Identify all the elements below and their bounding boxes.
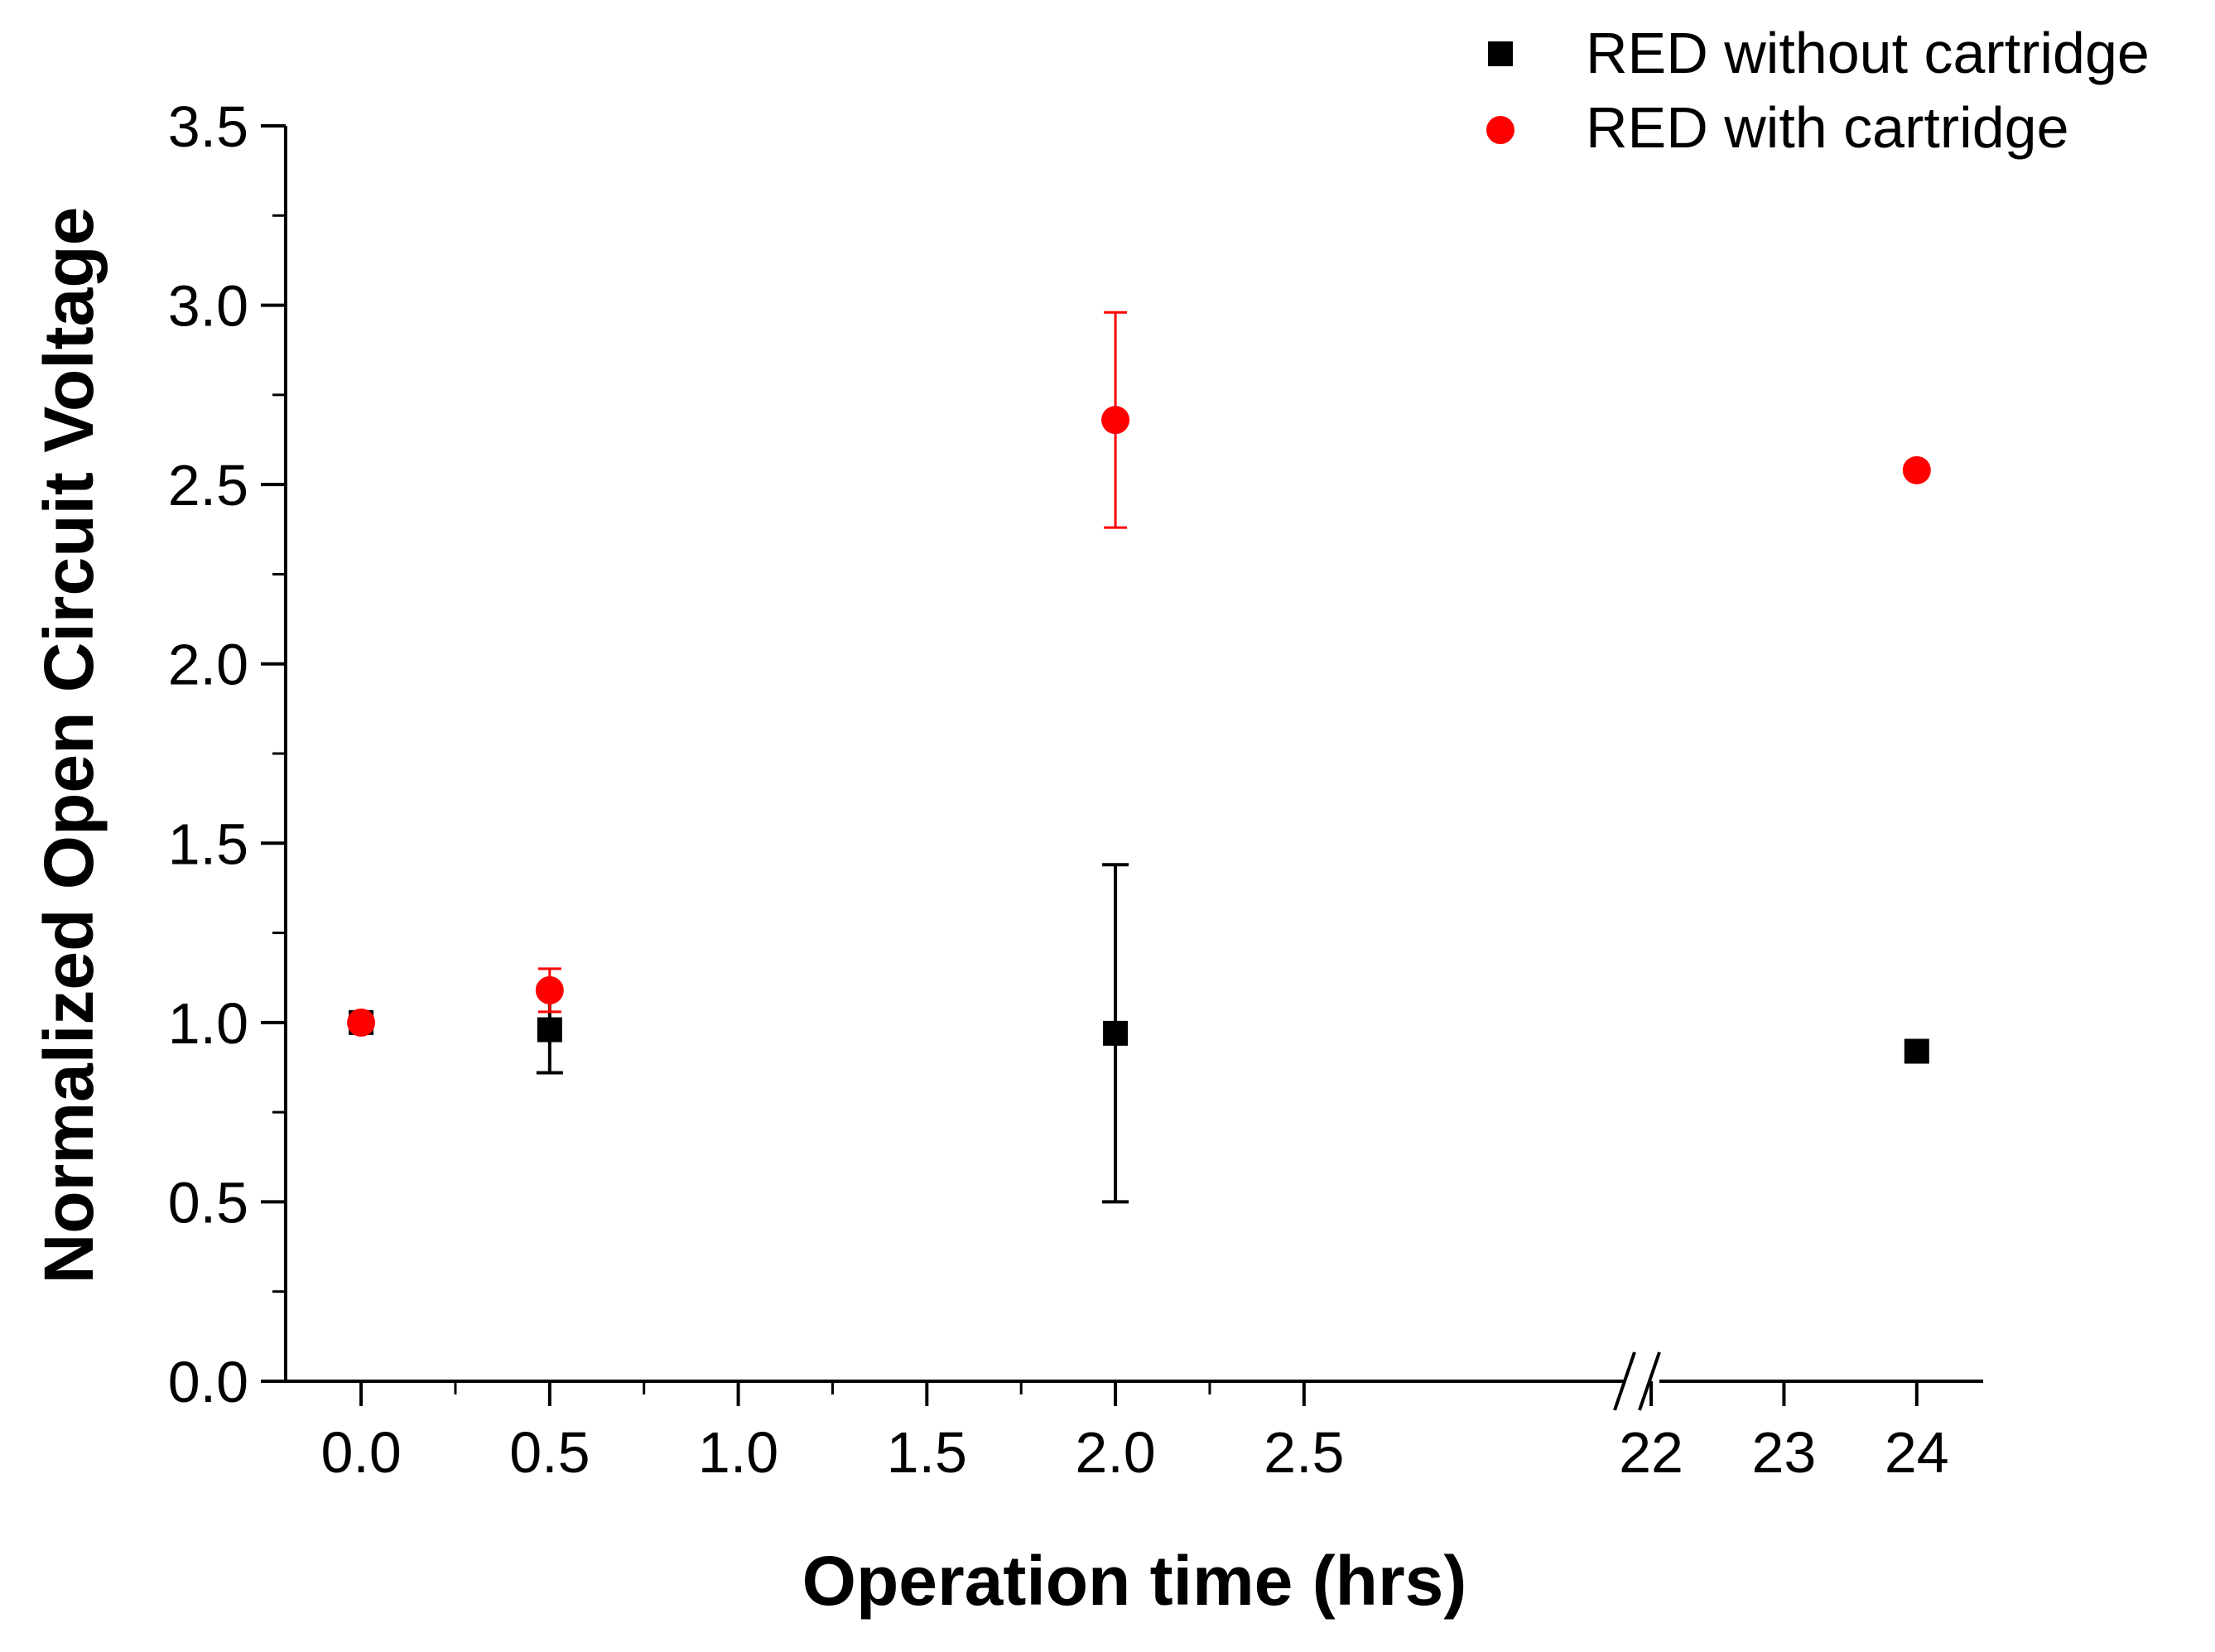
- data-point-circle: [1101, 406, 1130, 435]
- x-tick-label: 2.0: [1075, 1420, 1155, 1485]
- legend-label-with-cartridge: RED with cartridge: [1586, 95, 2069, 160]
- y-axis-title: Normalized Open Circuit Voltage: [30, 207, 108, 1284]
- legend: RED without cartridge RED with cartridge: [1486, 21, 2150, 160]
- data-point-square: [1904, 1038, 1929, 1064]
- data-point-circle: [535, 975, 564, 1004]
- legend-marker-circle: [1486, 116, 1514, 144]
- data-point-circle: [1902, 455, 1931, 484]
- y-tick-label: 3.5: [168, 94, 248, 159]
- x-tick-label: 2.5: [1264, 1420, 1344, 1485]
- axis-break-mark: [1613, 1351, 1636, 1411]
- legend-label-without-cartridge: RED without cartridge: [1586, 21, 2150, 85]
- y-tick-label: 0.5: [168, 1170, 248, 1235]
- chart-ticks: 0.0 0.5 1.0 1.5 2.0 2.5 3.0 3.5 0.0 0.5 1.0 1.5 2.0 2…: [168, 94, 1949, 1485]
- x-tick-label: 1.5: [887, 1420, 967, 1485]
- x-axis-title: Operation time (hrs): [802, 1542, 1467, 1620]
- data-point-square: [1103, 1020, 1129, 1046]
- y-tick-label: 2.5: [168, 453, 248, 518]
- x-tick-label: 24: [1885, 1420, 1949, 1485]
- x-tick-label: 0.0: [320, 1420, 401, 1485]
- x-tick-label: 22: [1619, 1420, 1683, 1485]
- x-tick-label: 23: [1752, 1420, 1817, 1485]
- y-tick-label: 3.0: [168, 274, 248, 339]
- data-point-square: [537, 1017, 562, 1043]
- y-tick-label: 0.0: [168, 1350, 248, 1414]
- x-tick-label: 1.0: [698, 1420, 778, 1485]
- y-tick-label: 1.0: [168, 991, 248, 1056]
- x-tick-label: 0.5: [509, 1420, 590, 1485]
- axis-break-mark: [1638, 1351, 1661, 1411]
- y-tick-label: 2.0: [168, 633, 248, 697]
- legend-marker-square: [1488, 41, 1513, 66]
- chart-marks: [347, 311, 1931, 1204]
- chart-axes: [284, 126, 1983, 1411]
- y-tick-label: 1.5: [168, 812, 248, 876]
- data-point-circle: [347, 1008, 376, 1037]
